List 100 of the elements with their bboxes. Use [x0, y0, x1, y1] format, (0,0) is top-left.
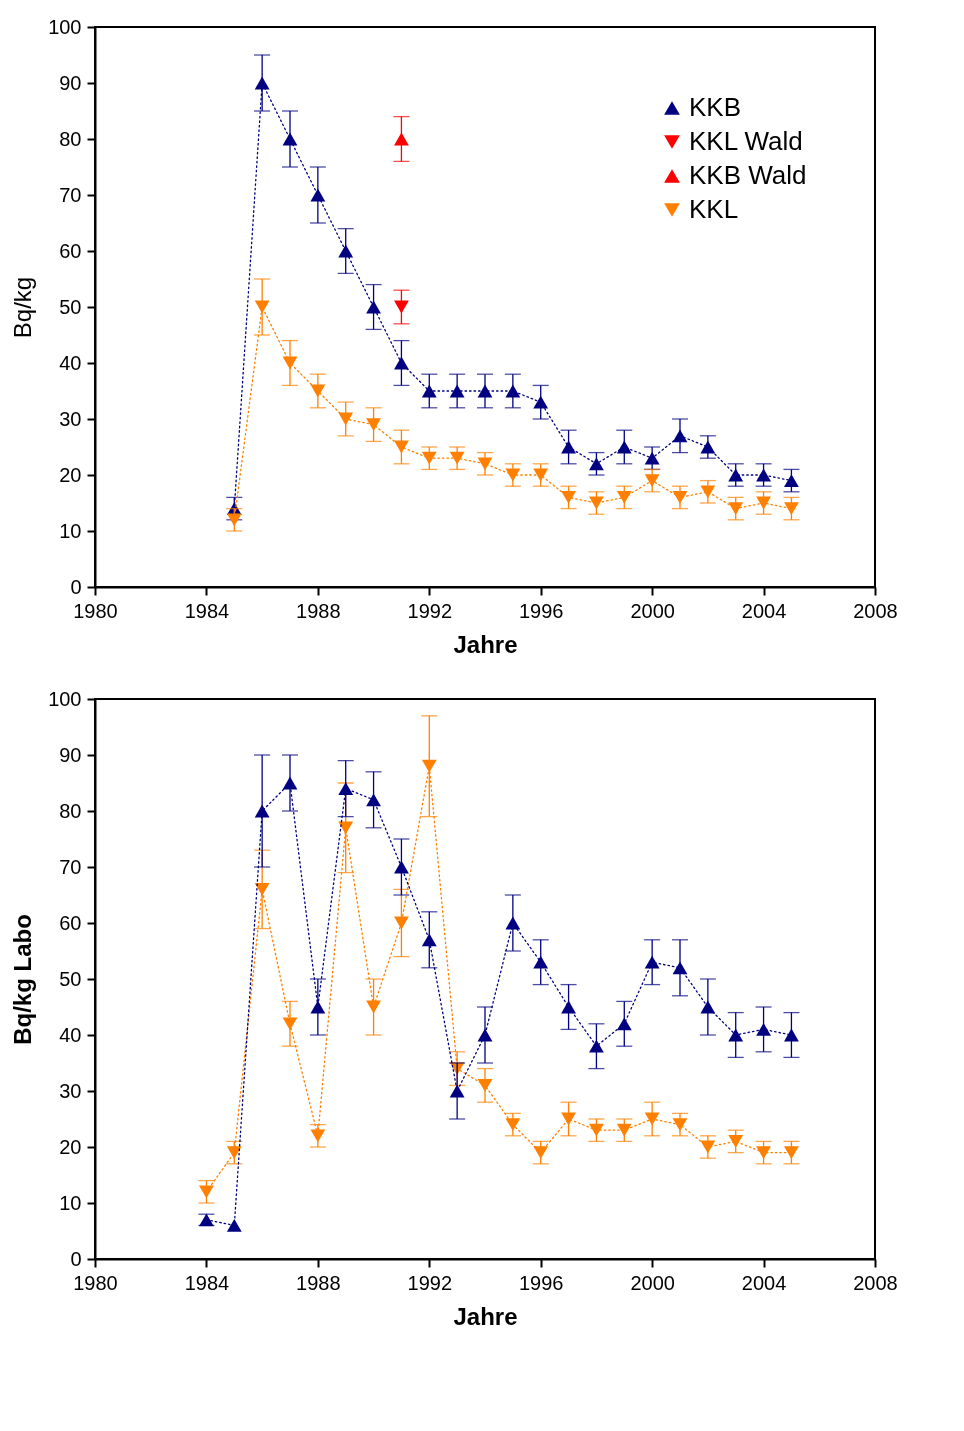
x-axis-title: Jahre [453, 630, 518, 658]
point [561, 1112, 576, 1126]
x-axis-title: Jahre [453, 1302, 518, 1330]
point [728, 468, 744, 482]
y-tick-label: 90 [59, 71, 82, 94]
point [672, 961, 688, 975]
legend-label: KKL [689, 194, 739, 224]
point [310, 1129, 326, 1143]
point [366, 1000, 381, 1014]
y-tick-label: 80 [59, 799, 82, 822]
point [366, 300, 381, 314]
point [505, 468, 521, 482]
y-tick-label: 80 [59, 127, 82, 150]
point [449, 384, 465, 398]
point [672, 429, 688, 443]
x-tick-label: 2000 [630, 1271, 675, 1294]
point [533, 955, 549, 969]
x-tick-label: 1988 [296, 599, 341, 622]
point [700, 485, 716, 499]
y-tick-label: 30 [59, 407, 82, 430]
y-tick-label: 70 [59, 183, 82, 206]
point [394, 132, 409, 146]
point [644, 955, 660, 969]
y-tick-label: 20 [59, 1135, 82, 1158]
y-tick-label: 50 [59, 967, 82, 990]
point [784, 474, 799, 488]
point [366, 793, 381, 807]
y-axis-title: Bq/kg [9, 276, 37, 339]
point [338, 412, 354, 426]
point [394, 860, 409, 874]
point [338, 782, 354, 796]
point [199, 1185, 214, 1199]
point [449, 1084, 465, 1098]
point [533, 1146, 549, 1160]
x-tick-label: 1992 [407, 1271, 453, 1294]
point [394, 356, 409, 370]
y-tick-label: 20 [59, 463, 82, 486]
point [616, 1123, 632, 1137]
point [477, 1028, 493, 1042]
point [310, 1000, 326, 1014]
point [728, 502, 744, 516]
x-tick-label: 1980 [73, 1271, 118, 1294]
y-tick-label: 60 [59, 239, 82, 262]
point [449, 451, 465, 465]
point [589, 1123, 604, 1137]
point [644, 1112, 660, 1126]
x-tick-label: 1996 [518, 1271, 564, 1294]
point [561, 490, 576, 504]
x-tick-label: 2004 [741, 1271, 787, 1294]
point [282, 776, 298, 790]
y-tick-label: 10 [59, 1191, 82, 1214]
point [394, 300, 409, 314]
point [421, 384, 437, 398]
y-tick-label: 0 [70, 1247, 82, 1270]
x-tick-label: 1980 [73, 599, 118, 622]
point [784, 1028, 799, 1042]
point [616, 490, 632, 504]
y-tick-label: 70 [59, 855, 82, 878]
point [756, 468, 771, 482]
y-tick-label: 100 [48, 15, 82, 38]
point [728, 1134, 744, 1148]
point [505, 384, 521, 398]
point [282, 356, 298, 370]
x-tick-label: 2004 [741, 599, 787, 622]
point [421, 933, 437, 947]
point [784, 1146, 799, 1160]
point [644, 474, 660, 488]
legend-label: KKB Wald [689, 160, 807, 190]
point [589, 496, 604, 510]
y-tick-label: 10 [59, 519, 82, 542]
point [561, 1000, 576, 1014]
point [533, 468, 549, 482]
x-tick-label: 2008 [853, 1271, 898, 1294]
x-tick-label: 1984 [184, 1271, 230, 1294]
point [394, 440, 409, 454]
point [728, 1028, 744, 1042]
point [282, 1017, 298, 1031]
point [505, 1118, 521, 1132]
y-tick-label: 30 [59, 1079, 82, 1102]
y-tick-label: 40 [59, 1023, 82, 1046]
point [226, 1218, 242, 1232]
point [784, 502, 799, 516]
point [644, 451, 660, 465]
point [533, 395, 549, 409]
point [477, 1078, 493, 1092]
point [394, 916, 409, 930]
legend-label: KKB [689, 92, 742, 122]
point [700, 440, 716, 454]
point [477, 457, 493, 471]
point [616, 1017, 632, 1031]
point [700, 1000, 716, 1014]
point [589, 1039, 604, 1053]
y-tick-label: 60 [59, 911, 82, 934]
point [700, 1140, 716, 1154]
y-tick-label: 90 [59, 743, 82, 766]
point [310, 384, 326, 398]
point [616, 440, 632, 454]
point [366, 418, 381, 432]
x-tick-label: 1992 [407, 599, 453, 622]
y-axis-title: Bq/kg Labo [9, 914, 37, 1045]
